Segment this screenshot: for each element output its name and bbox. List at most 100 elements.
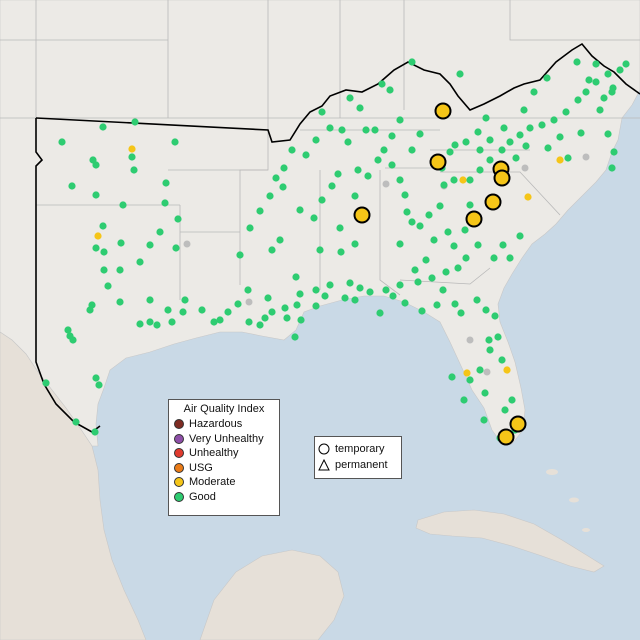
good-monitor-marker[interactable] — [428, 274, 436, 282]
good-monitor-marker[interactable] — [326, 124, 334, 132]
good-monitor-marker[interactable] — [388, 161, 396, 169]
good-monitor-marker[interactable] — [396, 116, 404, 124]
good-monitor-marker[interactable] — [91, 428, 99, 436]
good-monitor-marker[interactable] — [181, 296, 189, 304]
good-monitor-marker[interactable] — [446, 148, 454, 156]
good-monitor-marker[interactable] — [498, 356, 506, 364]
moderate-monitor-marker[interactable] — [503, 366, 511, 374]
good-monitor-marker[interactable] — [444, 228, 452, 236]
good-monitor-marker[interactable] — [592, 60, 600, 68]
moderate-monitor-marker[interactable] — [94, 232, 102, 240]
good-monitor-marker[interactable] — [520, 106, 528, 114]
good-monitor-marker[interactable] — [292, 273, 300, 281]
good-monitor-marker[interactable] — [69, 336, 77, 344]
good-monitor-marker[interactable] — [522, 142, 530, 150]
good-monitor-marker[interactable] — [117, 239, 125, 247]
good-monitor-marker[interactable] — [318, 196, 326, 204]
good-monitor-marker[interactable] — [499, 241, 507, 249]
good-monitor-marker[interactable] — [337, 248, 345, 256]
good-monitor-marker[interactable] — [246, 224, 254, 232]
good-monitor-marker[interactable] — [562, 108, 570, 116]
good-monitor-marker[interactable] — [476, 166, 484, 174]
good-monitor-marker[interactable] — [310, 214, 318, 222]
good-monitor-marker[interactable] — [490, 254, 498, 262]
good-monitor-marker[interactable] — [291, 333, 299, 341]
good-monitor-marker[interactable] — [92, 374, 100, 382]
good-monitor-marker[interactable] — [136, 258, 144, 266]
no-data-monitor-marker[interactable] — [245, 298, 253, 306]
good-monitor-marker[interactable] — [376, 309, 384, 317]
good-monitor-marker[interactable] — [401, 299, 409, 307]
good-monitor-marker[interactable] — [216, 316, 224, 324]
good-monitor-marker[interactable] — [482, 114, 490, 122]
good-monitor-marker[interactable] — [466, 376, 474, 384]
good-monitor-marker[interactable] — [486, 136, 494, 144]
good-monitor-marker[interactable] — [168, 318, 176, 326]
good-monitor-marker[interactable] — [433, 301, 441, 309]
good-monitor-marker[interactable] — [416, 130, 424, 138]
good-monitor-marker[interactable] — [466, 176, 474, 184]
good-monitor-marker[interactable] — [476, 366, 484, 374]
good-monitor-marker[interactable] — [466, 201, 474, 209]
good-monitor-marker[interactable] — [312, 302, 320, 310]
good-monitor-marker[interactable] — [456, 70, 464, 78]
good-monitor-marker[interactable] — [454, 264, 462, 272]
good-monitor-marker[interactable] — [462, 254, 470, 262]
good-monitor-marker[interactable] — [481, 389, 489, 397]
good-monitor-marker[interactable] — [42, 379, 50, 387]
good-monitor-marker[interactable] — [440, 181, 448, 189]
good-monitor-marker[interactable] — [564, 154, 572, 162]
good-monitor-marker[interactable] — [408, 58, 416, 66]
good-monitor-marker[interactable] — [100, 266, 108, 274]
good-monitor-marker[interactable] — [498, 146, 506, 154]
good-monitor-marker[interactable] — [296, 290, 304, 298]
no-data-monitor-marker[interactable] — [466, 336, 474, 344]
good-monitor-marker[interactable] — [457, 309, 465, 317]
good-monitor-marker[interactable] — [100, 248, 108, 256]
good-monitor-marker[interactable] — [596, 106, 604, 114]
good-monitor-marker[interactable] — [156, 228, 164, 236]
good-monitor-marker[interactable] — [500, 124, 508, 132]
good-monitor-marker[interactable] — [334, 170, 342, 178]
good-monitor-marker[interactable] — [364, 172, 372, 180]
good-monitor-marker[interactable] — [198, 306, 206, 314]
no-data-monitor-marker[interactable] — [183, 240, 191, 248]
good-monitor-marker[interactable] — [92, 161, 100, 169]
good-monitor-marker[interactable] — [356, 284, 364, 292]
good-monitor-marker[interactable] — [104, 282, 112, 290]
good-monitor-marker[interactable] — [592, 78, 600, 86]
good-monitor-marker[interactable] — [224, 308, 232, 316]
no-data-monitor-marker[interactable] — [521, 164, 529, 172]
good-monitor-marker[interactable] — [506, 138, 514, 146]
good-monitor-marker[interactable] — [354, 166, 362, 174]
good-monitor-marker[interactable] — [416, 222, 424, 230]
good-monitor-marker[interactable] — [476, 146, 484, 154]
good-monitor-marker[interactable] — [439, 286, 447, 294]
good-monitor-marker[interactable] — [288, 146, 296, 154]
good-monitor-marker[interactable] — [92, 191, 100, 199]
good-monitor-marker[interactable] — [512, 154, 520, 162]
moderate-temporary-monitor-marker[interactable] — [353, 206, 371, 224]
good-monitor-marker[interactable] — [604, 130, 612, 138]
good-monitor-marker[interactable] — [388, 132, 396, 140]
good-monitor-marker[interactable] — [279, 183, 287, 191]
good-monitor-marker[interactable] — [116, 298, 124, 306]
good-monitor-marker[interactable] — [516, 131, 524, 139]
good-monitor-marker[interactable] — [272, 174, 280, 182]
good-monitor-marker[interactable] — [276, 236, 284, 244]
good-monitor-marker[interactable] — [153, 321, 161, 329]
good-monitor-marker[interactable] — [371, 126, 379, 134]
good-monitor-marker[interactable] — [474, 241, 482, 249]
good-monitor-marker[interactable] — [130, 166, 138, 174]
good-monitor-marker[interactable] — [336, 224, 344, 232]
moderate-temporary-monitor-marker[interactable] — [484, 193, 502, 211]
good-monitor-marker[interactable] — [582, 88, 590, 96]
good-monitor-marker[interactable] — [550, 116, 558, 124]
no-data-monitor-marker[interactable] — [483, 368, 491, 376]
good-monitor-marker[interactable] — [131, 118, 139, 126]
good-monitor-marker[interactable] — [480, 416, 488, 424]
good-monitor-marker[interactable] — [401, 191, 409, 199]
good-monitor-marker[interactable] — [338, 126, 346, 134]
good-monitor-marker[interactable] — [608, 164, 616, 172]
good-monitor-marker[interactable] — [374, 156, 382, 164]
